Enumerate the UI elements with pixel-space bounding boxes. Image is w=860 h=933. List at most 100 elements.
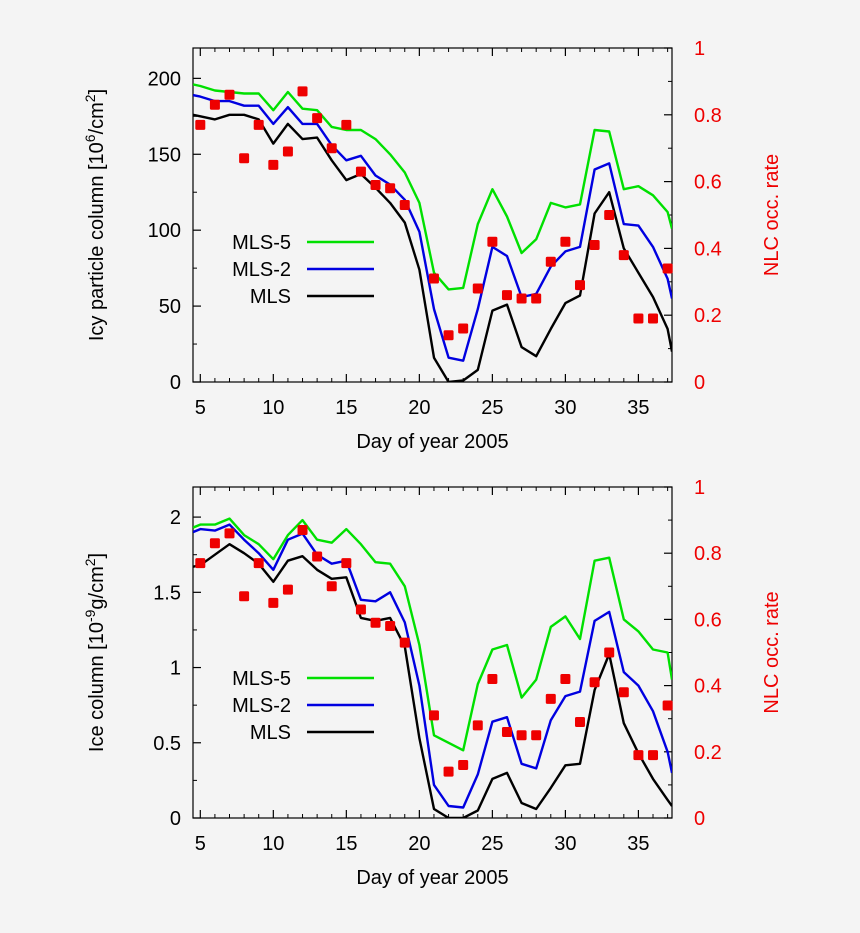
y-tick-label: 200 (148, 68, 181, 90)
x-tick-label: 20 (408, 397, 430, 419)
panel-top-icy-particle-column: 5 10 15 20 25 30 35 0 50 100 150 200 0 0.2 0.4 0.6 0.8 1 D… (82, 38, 783, 453)
x-tick-label: 35 (627, 397, 649, 419)
nlc-marker (312, 551, 323, 562)
nlc-marker (385, 621, 396, 632)
nlc-marker (282, 146, 293, 157)
y-tick-label: 0 (170, 372, 181, 394)
nlc-marker (662, 700, 673, 711)
y-axis-title-part: 6 (82, 134, 98, 142)
legend-label: MLS-2 (232, 259, 291, 281)
y2-tick-label: 0.4 (694, 676, 722, 698)
y2-tick-label: 0.2 (694, 305, 722, 327)
y-axis-title: Ice column [10-9g/cm2] (82, 553, 108, 752)
legend-label: MLS (250, 286, 291, 308)
nlc-marker (472, 283, 483, 294)
legend-label: MLS-5 (232, 668, 291, 690)
series-line-mls (193, 543, 672, 818)
x-tick-label: 15 (335, 833, 357, 855)
nlc-marker (282, 584, 293, 595)
nlc-marker (516, 730, 527, 741)
nlc-marker (370, 617, 381, 628)
nlc-marker (545, 256, 556, 267)
nlc-marker (487, 673, 498, 684)
y2-axis-title: NLC occ. rate (761, 591, 783, 713)
nlc-marker (545, 693, 556, 704)
nlc-marker (209, 99, 220, 110)
nlc-marker (239, 153, 250, 164)
nlc-marker (501, 290, 512, 301)
nlc-marker (268, 159, 279, 170)
nlc-marker (341, 558, 352, 569)
series-line-mls-2 (193, 523, 672, 809)
y-tick-label: 0.5 (153, 733, 181, 755)
nlc-marker (370, 179, 381, 190)
y-tick-label: 100 (148, 220, 181, 242)
x-tick-label: 10 (262, 833, 284, 855)
nlc-marker (399, 637, 410, 648)
nlc-marker (560, 236, 571, 247)
y-tick-label: 0 (170, 808, 181, 830)
y-tick-label: 150 (148, 144, 181, 166)
x-tick-label: 5 (195, 833, 206, 855)
x-tick-label: 30 (554, 397, 576, 419)
nlc-marker (297, 525, 308, 536)
nlc-marker (195, 119, 206, 130)
nlc-marker (589, 240, 600, 251)
nlc-marker (618, 250, 629, 261)
y2-tick-label: 0 (694, 808, 705, 830)
series-line-mls-5 (193, 517, 672, 752)
y2-tick-label: 0.6 (694, 609, 722, 631)
x-tick-label: 15 (335, 397, 357, 419)
nlc-marker (355, 166, 366, 177)
nlc-marker (399, 199, 410, 210)
y-axis-title-part: ] (86, 89, 108, 95)
nlc-marker (633, 313, 644, 324)
x-tick-label: 25 (481, 833, 503, 855)
y2-tick-label: 1 (694, 477, 705, 499)
y-tick-label: 1 (170, 658, 181, 680)
x-tick-label: 25 (481, 397, 503, 419)
legend-label: MLS (250, 722, 291, 744)
nlc-marker (224, 89, 235, 100)
nlc-marker (253, 558, 264, 569)
series-lines (193, 517, 672, 818)
nlc-marker (458, 760, 469, 771)
nlc-marker (355, 604, 366, 615)
nlc-marker (604, 647, 615, 658)
nlc-marker (589, 677, 600, 688)
x-tick-label: 35 (627, 833, 649, 855)
nlc-marker (458, 323, 469, 334)
nlc-marker (326, 581, 337, 592)
series-lines (193, 83, 672, 382)
x-tick-label: 30 (554, 833, 576, 855)
y2-tick-label: 0.6 (694, 172, 722, 194)
series-line-mls-2 (193, 93, 672, 362)
nlc-marker (224, 528, 235, 539)
nlc-marker (253, 119, 264, 130)
panel-bottom-ice-column: 5 10 15 20 25 30 3500.511.5200.20.40.60.81Day … (82, 477, 783, 889)
nlc-marker (574, 280, 585, 291)
nlc-marker (312, 113, 323, 124)
y-tick-label: 50 (159, 296, 181, 318)
nlc-marker (487, 236, 498, 247)
y2-tick-label: 0.8 (694, 543, 722, 565)
y-axis-title-part: ] (86, 553, 108, 559)
x-tick-label: 10 (262, 397, 284, 419)
nlc-marker (472, 720, 483, 731)
nlc-marker (443, 330, 454, 341)
y2-tick-label: 1 (694, 38, 705, 60)
nlc-marker (428, 710, 439, 721)
nlc-marker (428, 273, 439, 284)
nlc-marker (239, 591, 250, 602)
y-axis-title-part: /cm (86, 102, 108, 134)
y2-tick-label: 0 (694, 372, 705, 394)
nlc-marker (501, 726, 512, 737)
y2-tick-label: 0.8 (694, 105, 722, 127)
y2-tick-label: 0.4 (694, 238, 722, 260)
legend-label: MLS-5 (232, 232, 291, 254)
nlc-marker (516, 293, 527, 304)
y-axis-title: Icy particle column [106/cm2] (82, 89, 108, 341)
nlc-marker (326, 143, 337, 154)
